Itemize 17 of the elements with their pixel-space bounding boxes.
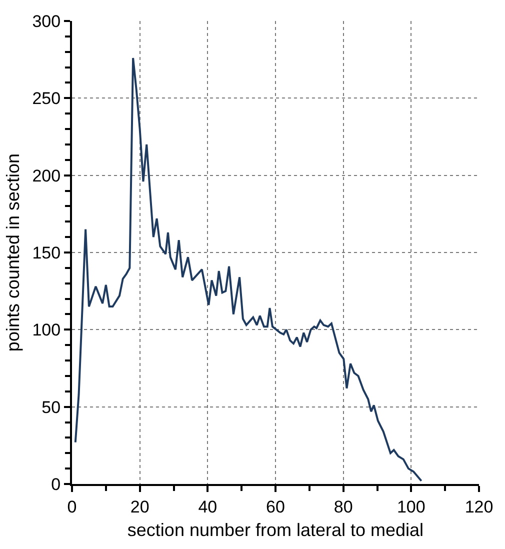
x-tick-label: 20 <box>130 497 150 516</box>
x-tick-label: 100 <box>396 497 426 516</box>
x-axis-title: section number from lateral to medial <box>127 520 424 540</box>
line-series <box>74 57 422 482</box>
y-axis-title: points counted in section <box>2 153 23 352</box>
x-tick-label: 0 <box>67 497 77 516</box>
y-tick-label: 50 <box>42 398 61 417</box>
y-tick-label: 150 <box>32 243 61 262</box>
y-tick-label: 100 <box>32 320 61 340</box>
x-tick-label: 60 <box>266 497 285 516</box>
y-tick-label: 250 <box>32 89 61 108</box>
x-tick-label: 120 <box>464 497 494 516</box>
x-tick-label: 80 <box>334 497 353 516</box>
y-tick-label: 300 <box>32 12 61 31</box>
x-tick-label: 40 <box>198 497 218 516</box>
y-tick-label: 0 <box>51 474 61 494</box>
y-tick-label: 200 <box>32 166 61 186</box>
